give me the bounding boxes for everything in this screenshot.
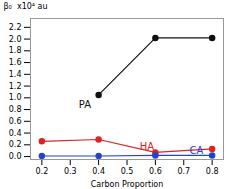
svg-text:β₀ x10⁴ au: β₀ x10⁴ au bbox=[4, 2, 48, 11]
svg-text:1.8: 1.8 bbox=[9, 46, 22, 55]
svg-text:0.0: 0.0 bbox=[9, 152, 22, 161]
svg-text:1.4: 1.4 bbox=[9, 70, 22, 79]
svg-text:2.0: 2.0 bbox=[9, 35, 22, 44]
svg-text:0.8: 0.8 bbox=[9, 105, 22, 114]
svg-text:0.2: 0.2 bbox=[9, 140, 22, 149]
svg-text:HA: HA bbox=[140, 141, 155, 152]
svg-text:1.6: 1.6 bbox=[9, 58, 22, 67]
svg-text:CA: CA bbox=[189, 145, 203, 156]
svg-text:1.2: 1.2 bbox=[9, 82, 22, 91]
svg-text:0.7: 0.7 bbox=[177, 167, 190, 176]
svg-text:PA: PA bbox=[79, 99, 91, 110]
svg-text:0.4: 0.4 bbox=[9, 129, 22, 138]
svg-text:2.2: 2.2 bbox=[9, 23, 22, 32]
svg-text:0.6: 0.6 bbox=[9, 117, 22, 126]
svg-text:0.8: 0.8 bbox=[206, 167, 219, 176]
svg-text:0.3: 0.3 bbox=[64, 167, 77, 176]
svg-text:0.6: 0.6 bbox=[149, 167, 162, 176]
svg-text:1.0: 1.0 bbox=[9, 93, 22, 102]
svg-text:0.5: 0.5 bbox=[121, 167, 134, 176]
svg-text:0.4: 0.4 bbox=[92, 167, 105, 176]
svg-text:Carbon Proportion: Carbon Proportion bbox=[91, 180, 164, 189]
svg-text:0.2: 0.2 bbox=[35, 167, 48, 176]
